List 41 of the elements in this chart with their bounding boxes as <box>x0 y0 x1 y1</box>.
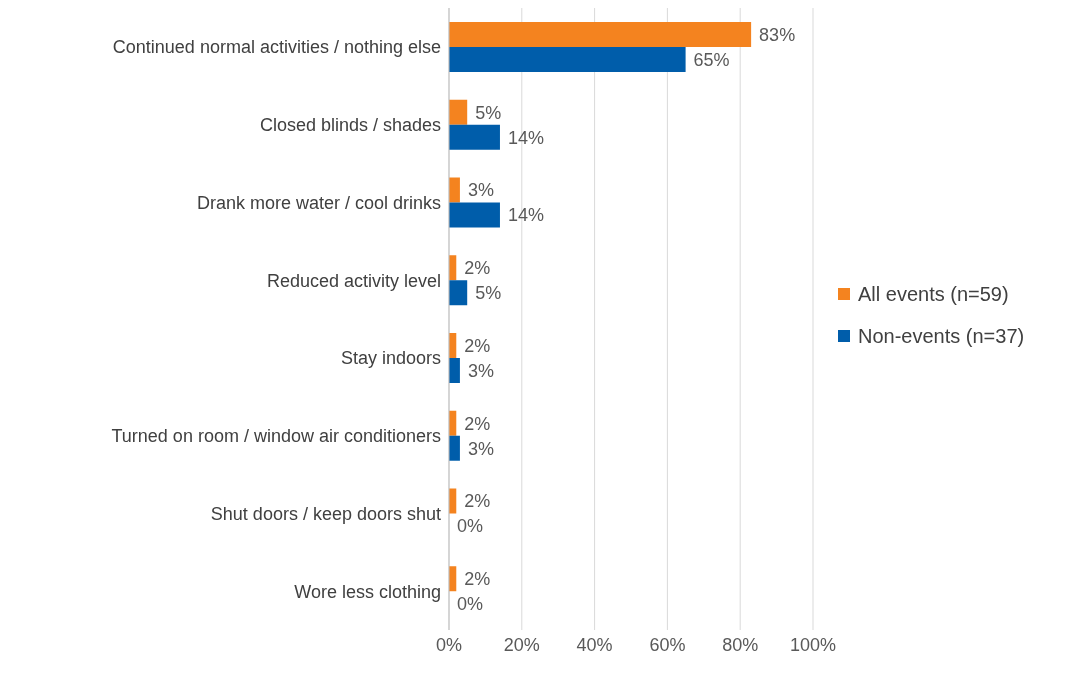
x-tick-label: 100% <box>789 634 837 655</box>
bar <box>449 435 460 461</box>
data-label: 2% <box>464 335 491 356</box>
y-tick-label: Turned on room / window air conditioners <box>111 426 441 447</box>
legend-label: Non-events (n=37) <box>858 324 1025 348</box>
y-tick-label: Reduced activity level <box>266 270 441 291</box>
bar <box>449 47 686 72</box>
data-label: 5% <box>475 102 502 123</box>
bar <box>449 358 460 383</box>
y-tick-label: Wore less clothing <box>294 581 441 602</box>
legend-label: All events (n=59) <box>858 282 1009 306</box>
bar <box>449 202 500 228</box>
data-label: 0% <box>457 594 484 615</box>
data-label: 65% <box>693 49 730 70</box>
x-tick-label: 0% <box>435 634 463 655</box>
x-tick-label: 60% <box>649 634 686 655</box>
data-label: 83% <box>759 24 796 45</box>
y-tick-label: Stay indoors <box>340 348 441 369</box>
data-label: 3% <box>467 180 494 201</box>
bar <box>449 99 468 125</box>
data-label: 0% <box>457 516 484 537</box>
data-label: 14% <box>507 205 544 226</box>
data-label: 2% <box>464 569 491 590</box>
data-label: 5% <box>475 283 502 304</box>
x-tick-label: 40% <box>576 634 613 655</box>
data-label: 3% <box>467 360 494 381</box>
y-tick-label: Continued normal activities / nothing else <box>112 37 441 58</box>
bar <box>449 124 500 150</box>
bar <box>449 177 460 203</box>
data-label: 2% <box>464 413 491 434</box>
x-tick-label: 20% <box>503 634 540 655</box>
data-label: 14% <box>507 127 544 148</box>
data-label: 2% <box>464 491 491 512</box>
y-tick-label: Closed blinds / shades <box>259 115 441 136</box>
y-tick-label: Shut doors / keep doors shut <box>210 503 441 524</box>
y-tick-label: Drank more water / cool drinks <box>196 192 441 213</box>
x-tick-label: 80% <box>722 634 759 655</box>
bar <box>449 280 468 306</box>
data-label: 2% <box>464 258 491 279</box>
bar <box>449 21 752 47</box>
data-label: 3% <box>467 438 494 459</box>
